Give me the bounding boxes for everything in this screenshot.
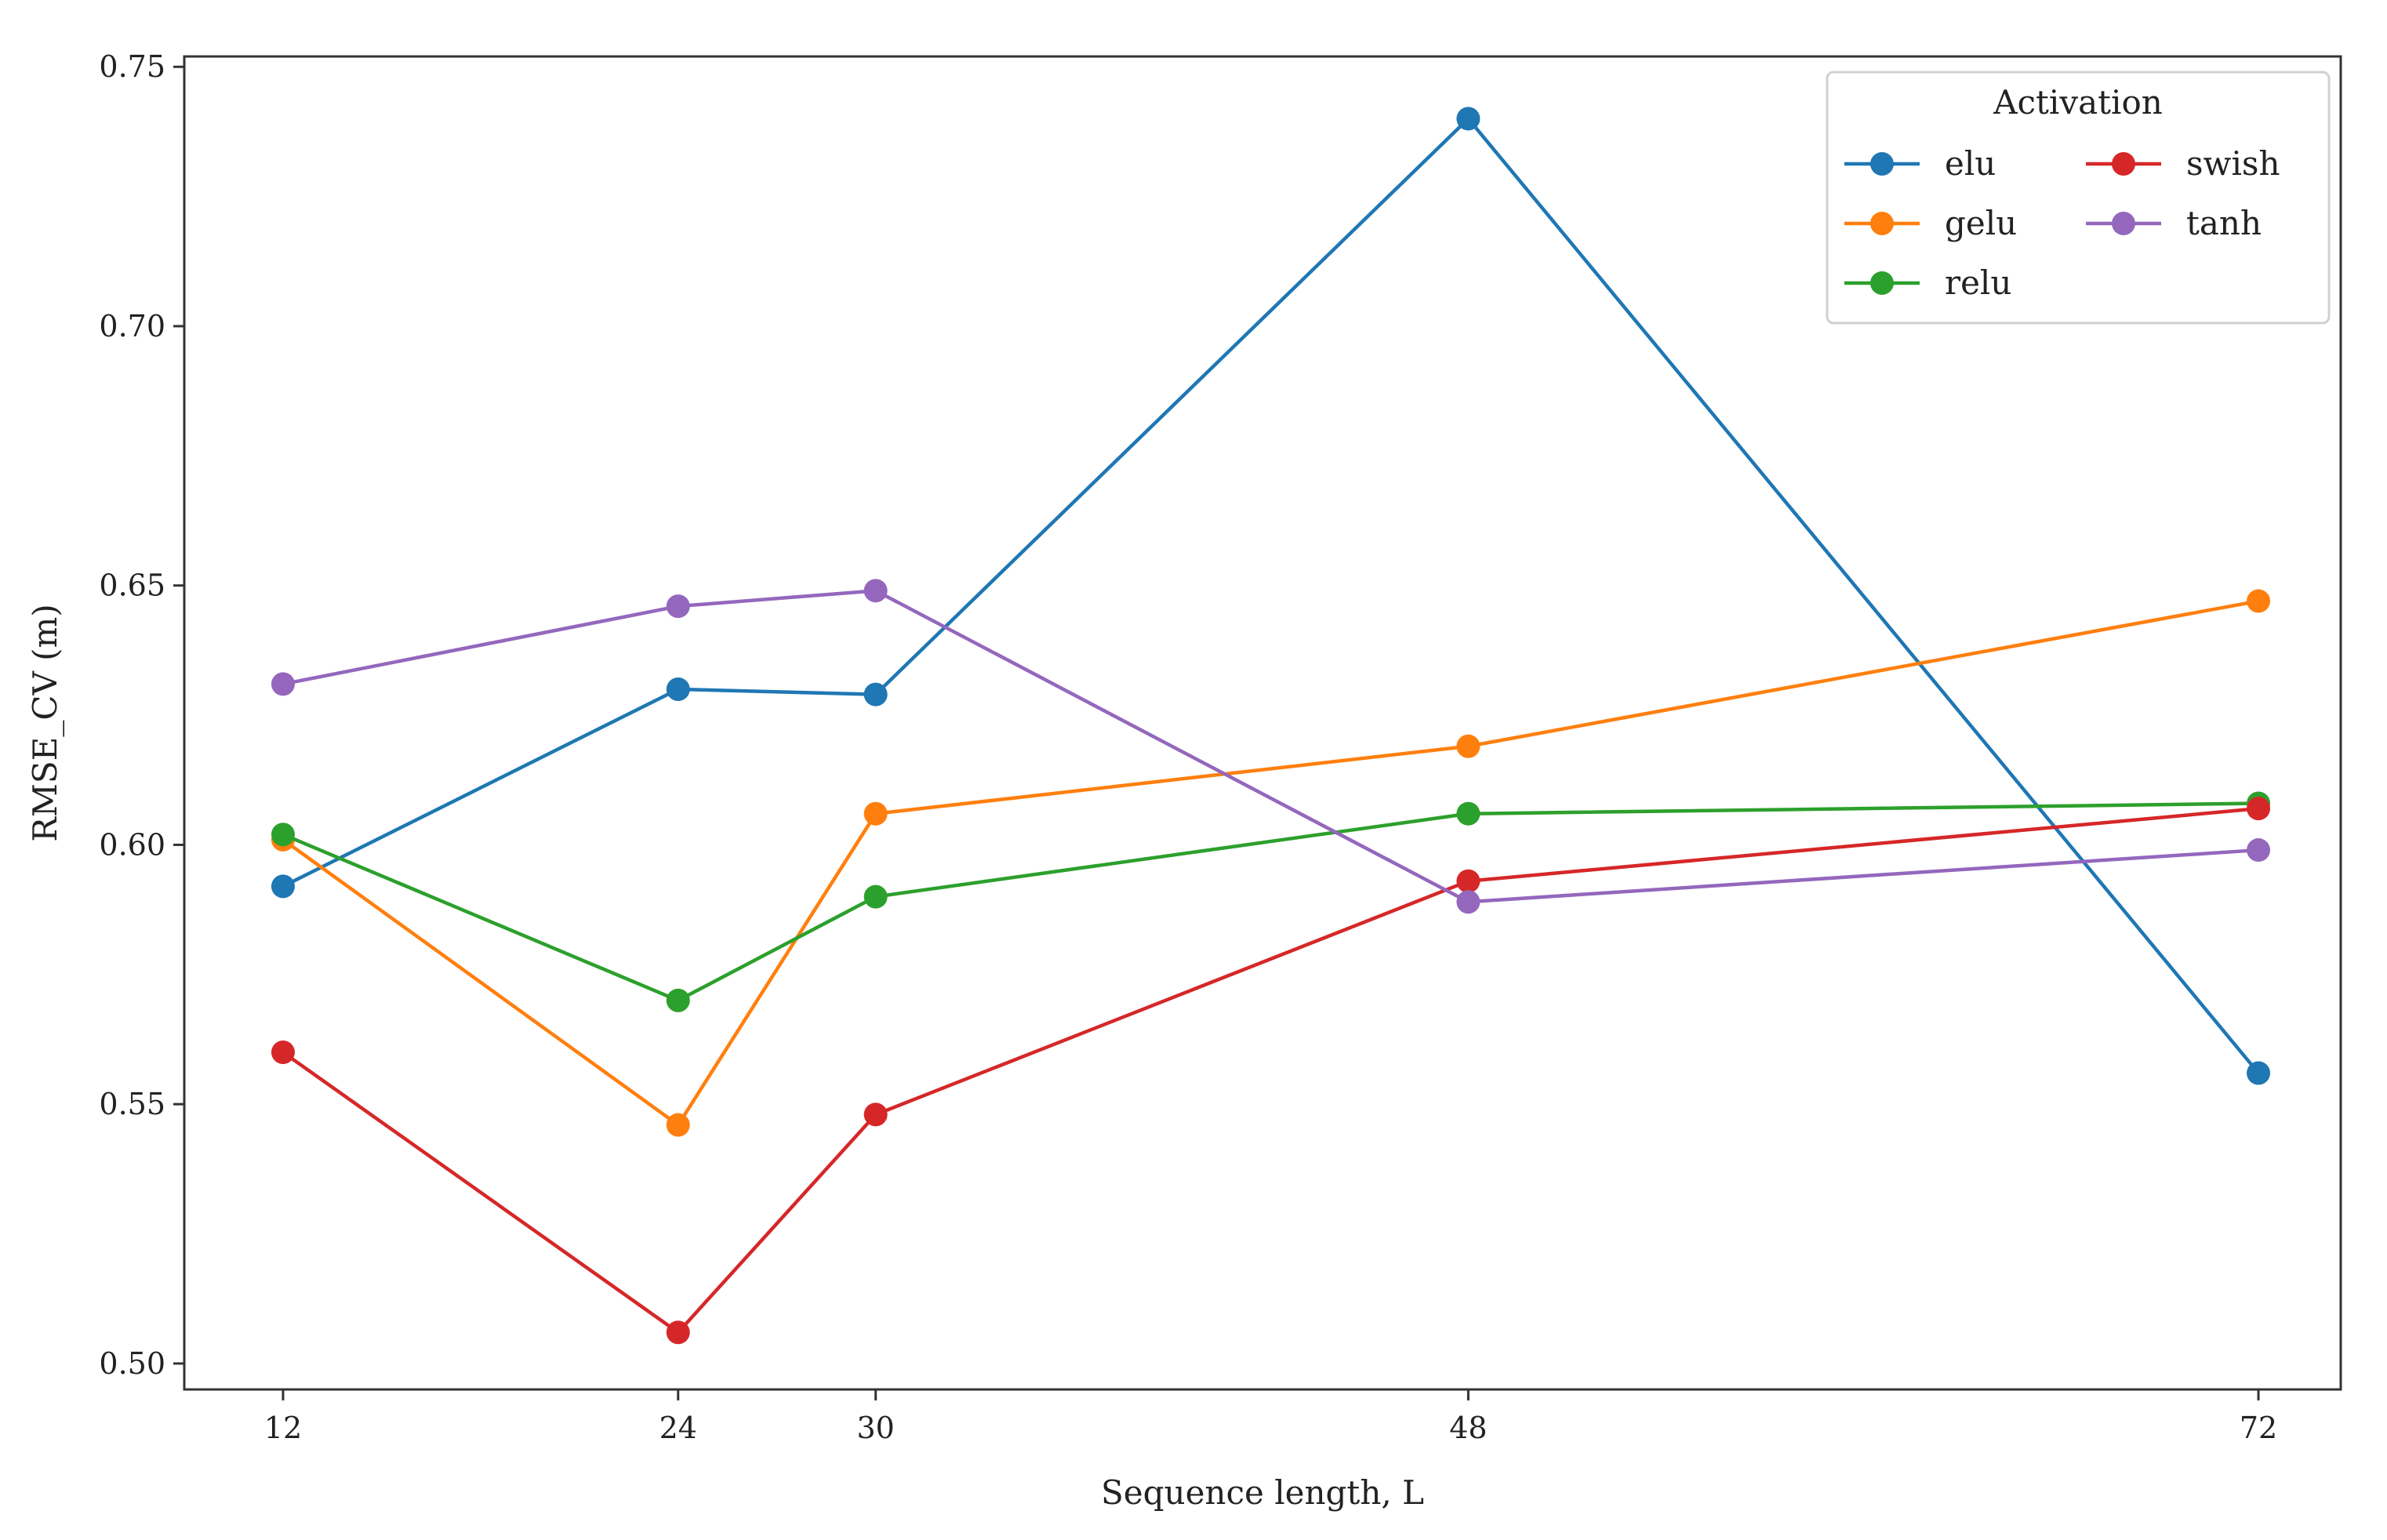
series-line-relu xyxy=(282,801,2259,1003)
data-point-swish xyxy=(2247,797,2271,821)
data-point-swish xyxy=(1456,869,1481,893)
axes-layer: 12 24 30 48 72 0.50 0.55 0.60 0.65 0.70 0.75 xyxy=(99,49,2342,1445)
data-point-elu xyxy=(2247,1061,2271,1085)
x-tick-label: 72 xyxy=(2240,1411,2277,1445)
legend-swatch-marker xyxy=(1870,212,1894,235)
x-tick-label: 24 xyxy=(659,1411,697,1445)
legend-item-gelu: gelu xyxy=(1844,204,2017,242)
legend-box xyxy=(1826,71,2331,325)
data-point-tanh xyxy=(666,594,690,619)
data-point-swish xyxy=(863,1102,888,1127)
data-point-relu xyxy=(271,823,295,847)
y-tick-label: 0.50 xyxy=(99,1346,165,1381)
data-point-elu xyxy=(666,677,690,702)
series-swish xyxy=(271,797,2271,1345)
y-tick-label: 0.65 xyxy=(99,568,165,603)
y-tick-label: 0.75 xyxy=(99,49,165,84)
series-tanh xyxy=(271,579,2271,914)
legend-label: elu xyxy=(1945,144,1996,183)
x-tick-label: 48 xyxy=(1449,1411,1487,1445)
series-elu xyxy=(271,107,2271,1085)
legend-swatch-marker xyxy=(2112,212,2135,235)
y-tick-label: 0.70 xyxy=(99,309,165,343)
y-tick-label: 0.55 xyxy=(99,1087,165,1121)
data-point-relu xyxy=(863,884,888,909)
data-point-gelu xyxy=(1456,734,1481,758)
data-point-gelu xyxy=(863,801,888,826)
legend-swatch-marker xyxy=(1870,152,1894,176)
legend-item-elu: elu xyxy=(1844,144,1996,183)
data-point-tanh xyxy=(863,579,888,603)
legend-label: gelu xyxy=(1945,204,2017,242)
legend-item-tanh: tanh xyxy=(2086,204,2262,242)
data-point-gelu xyxy=(666,1113,690,1137)
legend-item-relu: relu xyxy=(1844,263,2011,302)
legend-label: relu xyxy=(1945,263,2011,302)
x-tick-label: 12 xyxy=(264,1411,302,1445)
data-point-elu xyxy=(271,874,295,899)
series-line-tanh xyxy=(282,589,2259,904)
plot-frame xyxy=(183,55,2342,1391)
legend-swatch-marker xyxy=(2112,152,2135,176)
x-axis-label: Sequence length, L xyxy=(1101,1473,1424,1512)
legend-title: Activation xyxy=(1993,83,2163,122)
legend-label: swish xyxy=(2186,144,2280,183)
y-axis-label: RMSE_CV (m) xyxy=(26,604,64,841)
data-point-relu xyxy=(666,988,690,1012)
data-point-gelu xyxy=(2247,589,2271,613)
series-layer xyxy=(271,107,2271,1345)
legend-swatch-marker xyxy=(1870,271,1894,295)
data-point-elu xyxy=(863,682,888,706)
legend: Activation elu gelu relu swish tanh xyxy=(1826,71,2331,325)
data-point-tanh xyxy=(1456,890,1481,914)
data-point-swish xyxy=(271,1041,295,1065)
data-point-tanh xyxy=(271,672,295,696)
data-point-relu xyxy=(1456,801,1481,826)
series-gelu xyxy=(271,589,2271,1137)
legend-item-swish: swish xyxy=(2086,144,2280,183)
series-relu xyxy=(271,791,2271,1012)
data-point-tanh xyxy=(2247,838,2271,863)
legend-label: tanh xyxy=(2186,204,2262,242)
data-point-elu xyxy=(1456,107,1481,131)
x-tick-label: 30 xyxy=(856,1411,894,1445)
series-line-gelu xyxy=(282,599,2259,1127)
data-point-swish xyxy=(666,1320,690,1345)
series-line-swish xyxy=(282,806,2259,1335)
y-tick-label: 0.60 xyxy=(99,827,165,862)
